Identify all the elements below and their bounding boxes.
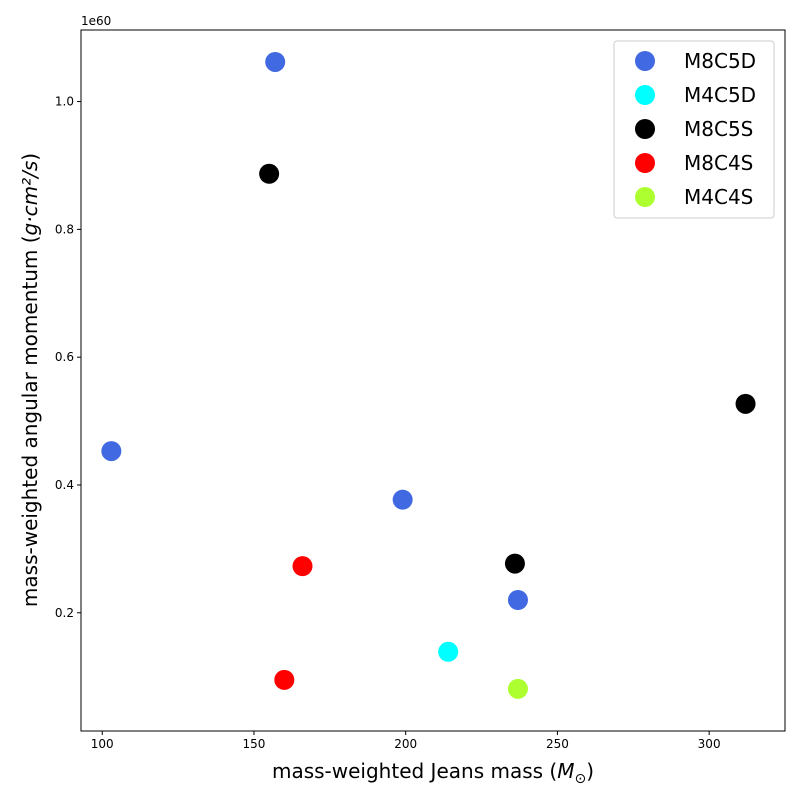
x-axis-ticks: 100 150 200 250 300	[91, 731, 721, 751]
legend-marker-m4c4s	[635, 187, 655, 207]
x-axis-label: mass-weighted Jeans mass (M⊙)	[272, 759, 594, 787]
legend-label-m4c4s: M4C4S	[684, 185, 753, 209]
x-tick-label: 300	[698, 737, 721, 751]
x-tick-label: 100	[91, 737, 114, 751]
data-point-m8c5s	[259, 163, 280, 184]
legend-label-m8c5d: M8C5D	[684, 49, 756, 73]
legend-label-m8c4s: M8C4S	[684, 151, 753, 175]
data-point-m8c5d	[507, 590, 528, 611]
y-axis-label: mass-weighted angular momentum (g·cm²/s)	[18, 153, 42, 607]
y-tick-label: 0.2	[55, 606, 74, 620]
data-point-m8c4s	[274, 669, 295, 690]
y-tick-label: 0.4	[55, 478, 74, 492]
legend-label-m4c5d: M4C5D	[684, 83, 756, 107]
x-tick-label: 150	[243, 737, 266, 751]
y-tick-label: 1.0	[55, 95, 74, 109]
legend-marker-m8c4s	[635, 153, 655, 173]
legend-marker-m8c5d	[635, 51, 655, 71]
data-point-m8c5d	[101, 441, 122, 462]
data-point-m4c4s	[507, 678, 528, 699]
data-point-m8c5d	[392, 489, 413, 510]
x-tick-label: 200	[394, 737, 417, 751]
y-axis-offset-label: 1e60	[81, 14, 111, 28]
data-point-m8c5s	[504, 553, 525, 574]
data-point-m4c5d	[438, 641, 459, 662]
x-tick-label: 250	[546, 737, 569, 751]
plot-frame	[80, 29, 786, 732]
y-tick-label: 0.8	[55, 222, 74, 236]
legend: M8C5D M4C5D M8C5S M8C4S M4C4S	[613, 40, 775, 219]
data-point-m8c4s	[292, 556, 313, 577]
y-axis-ticks: 0.2 0.4 0.6 0.8 1.0	[55, 95, 81, 620]
data-point-m8c5d	[265, 51, 286, 72]
legend-marker-m4c5d	[635, 85, 655, 105]
legend-marker-m8c5s	[635, 119, 655, 139]
legend-label-m8c5s: M8C5S	[684, 117, 753, 141]
y-tick-label: 0.6	[55, 350, 74, 364]
data-points	[101, 51, 756, 699]
data-point-m8c5s	[735, 393, 756, 414]
legend-box	[613, 40, 775, 219]
